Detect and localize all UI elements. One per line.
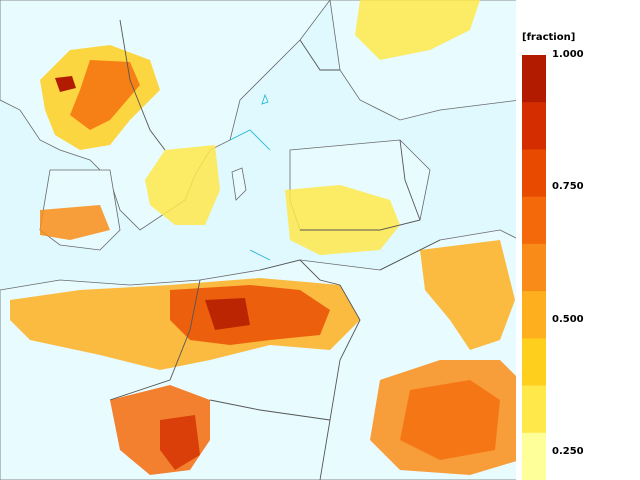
coast-line: [261, 93, 269, 105]
fraction-field: [10, 0, 520, 475]
border-line: [259, 259, 341, 286]
field-denmark: [40, 205, 110, 240]
border-line: [319, 284, 361, 480]
legend-tick-label: 0.750: [552, 181, 584, 192]
field-sweden-east: [145, 145, 220, 225]
field-czech-core: [160, 415, 200, 470]
border-line: [209, 399, 331, 421]
legend-color-band: [522, 291, 546, 339]
legend-tick-label: 0.250: [552, 446, 584, 457]
fraction-map: [0, 0, 520, 480]
field-finland: [355, 0, 480, 60]
legend-color-band: [522, 243, 546, 292]
color-legend: [fraction] 1.000 0.750 0.500 0.250: [516, 0, 640, 480]
border-line: [109, 279, 201, 401]
border-line: [399, 139, 421, 221]
legend-color-band: [522, 149, 546, 198]
legend-color-band: [522, 102, 546, 150]
legend-color-band: [522, 196, 546, 245]
legend-unit-label: [fraction]: [522, 32, 576, 43]
border-line: [300, 219, 421, 231]
legend-color-band: [522, 55, 546, 103]
coastlines: [229, 93, 271, 261]
legend-colorbar: [522, 55, 546, 480]
border-line: [119, 19, 166, 151]
legend-color-band: [522, 385, 546, 434]
border-line: [379, 239, 441, 271]
country-borders: [109, 19, 441, 480]
field-norway-peak: [55, 76, 76, 92]
legend-tick-label: 0.500: [552, 314, 584, 325]
gotland-land: [231, 167, 247, 201]
legend-tick-label: 1.000: [552, 49, 584, 60]
coast-line: [229, 129, 271, 151]
legend-color-band: [522, 338, 546, 387]
field-norway-core: [70, 60, 140, 130]
field-ukraine-core: [400, 380, 500, 460]
field-poland-peak: [205, 298, 250, 330]
legend-color-band: [522, 432, 546, 480]
coast-line: [249, 249, 271, 261]
border-line: [299, 39, 340, 71]
field-belarus: [420, 240, 515, 350]
field-poland-core: [170, 285, 330, 345]
field-baltic: [285, 185, 400, 255]
